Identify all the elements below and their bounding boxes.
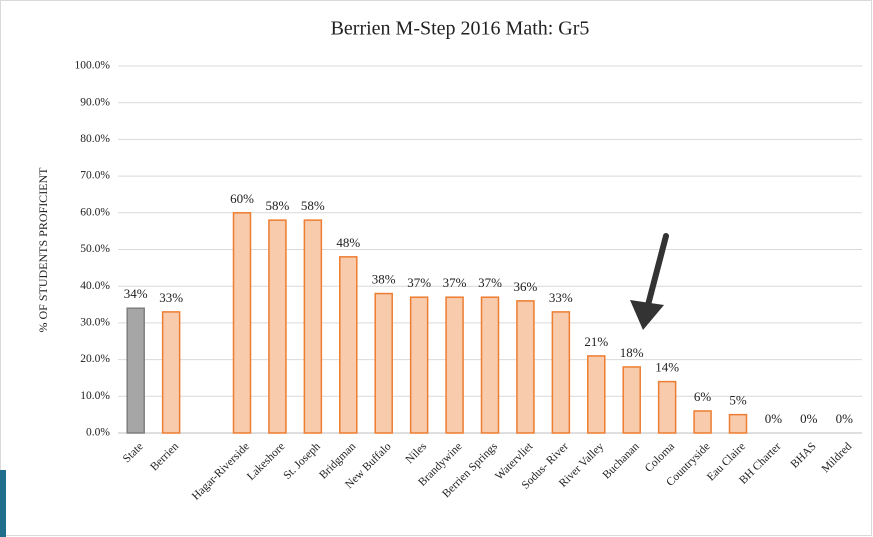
data-label: 58% [266, 198, 290, 213]
arrow-shaft [645, 233, 669, 308]
bar [587, 355, 606, 434]
side-accent [0, 470, 6, 537]
bar [480, 296, 500, 434]
bar [126, 307, 145, 434]
data-label: 21% [584, 334, 608, 349]
data-label: 5% [729, 393, 747, 408]
data-label: 14% [655, 360, 679, 375]
data-label: 37% [407, 275, 431, 290]
bar [232, 212, 252, 434]
y-tick-label: 100.0% [75, 60, 111, 72]
y-tick-label: 90.0% [80, 96, 110, 108]
data-label: 18% [620, 345, 644, 360]
bar [622, 366, 641, 434]
y-tick-label: 40.0% [80, 280, 110, 292]
y-tick-label: 10.0% [80, 390, 110, 402]
y-tick-label: 80.0% [80, 133, 110, 145]
data-label: 6% [694, 389, 712, 404]
bar [339, 256, 358, 434]
data-label: 58% [301, 198, 325, 213]
bar [516, 300, 535, 434]
data-label: 33% [159, 290, 183, 305]
data-label: 37% [478, 275, 502, 290]
data-label: 37% [443, 275, 467, 290]
data-label: 48% [336, 235, 360, 250]
bar [409, 296, 429, 434]
bar [303, 219, 323, 434]
bar [693, 410, 712, 434]
arrow-annotation [630, 233, 669, 330]
arrow-head [630, 300, 664, 330]
chart-title: Berrien M-Step 2016 Math: Gr5 [331, 18, 590, 40]
data-label: 34% [124, 286, 148, 301]
data-label: 33% [549, 290, 573, 305]
bar [657, 380, 677, 434]
y-tick-label: 70.0% [80, 170, 110, 182]
bar [374, 292, 393, 434]
y-tick-label: 20.0% [80, 353, 110, 365]
bar [268, 219, 287, 434]
data-label: 0% [800, 411, 818, 426]
data-label: 60% [230, 191, 254, 206]
data-label: 0% [836, 411, 854, 426]
y-axis-title: % OF STUDENTS PROFICIENT [36, 167, 50, 333]
y-tick-label: 30.0% [80, 317, 110, 329]
bar [728, 413, 748, 434]
y-tick-label: 50.0% [80, 243, 110, 255]
y-tick-label: 0.0% [86, 427, 110, 439]
bar [161, 311, 181, 434]
data-label: 0% [765, 411, 783, 426]
data-label: 38% [372, 272, 396, 287]
bar [445, 296, 464, 434]
y-tick-label: 60.0% [80, 206, 110, 218]
data-label: 36% [514, 279, 538, 294]
bar [551, 311, 571, 434]
